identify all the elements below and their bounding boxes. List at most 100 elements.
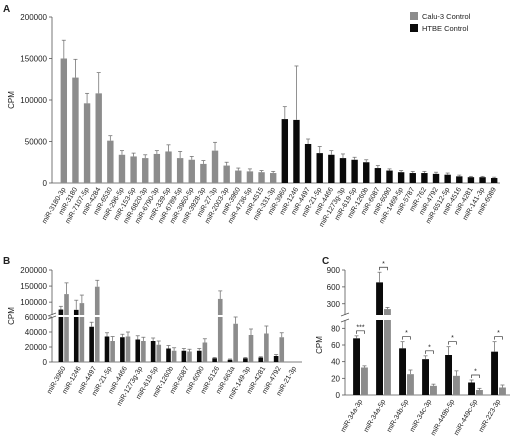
bar-c	[361, 367, 368, 395]
bar-b	[202, 342, 208, 362]
bar-b	[125, 336, 131, 362]
bar-a	[72, 77, 79, 183]
axis-break-b	[47, 315, 57, 320]
bar-b	[217, 317, 223, 362]
bar-a	[444, 174, 451, 183]
bar-a	[153, 153, 161, 183]
significance-bracket	[494, 336, 503, 340]
bar-b	[89, 326, 94, 362]
significance-label: ***	[356, 324, 364, 331]
significance-label: *	[497, 330, 500, 337]
significance-label: *	[474, 369, 477, 376]
bar-a	[304, 143, 312, 183]
bar-c	[499, 387, 506, 395]
y-tick-label-b: 200000	[20, 266, 47, 275]
x-tick-label-c: miR-34c-3p	[409, 398, 433, 433]
bar-b	[187, 351, 192, 362]
bar-b	[258, 357, 264, 362]
bar-b	[212, 358, 217, 362]
bar-b-upper	[58, 309, 64, 315]
y-axis-title-b: CPM	[7, 307, 16, 325]
bar-b	[73, 317, 79, 362]
significance-label: *	[405, 330, 408, 337]
x-tick-label-c: miR-449b-5p	[430, 398, 456, 437]
bar-c	[453, 375, 460, 395]
bar-a	[130, 156, 137, 183]
y-tick-label-c: 900	[327, 266, 341, 275]
x-tick-label-c: miR-449c-5p	[453, 398, 479, 436]
bar-a	[188, 159, 195, 183]
bar-b-upper	[73, 309, 79, 315]
bar-c	[399, 348, 406, 395]
legend-entry-a: HTBE Control	[422, 24, 469, 33]
axis-break-c	[340, 312, 350, 317]
bar-a	[386, 170, 393, 183]
bar-a	[165, 151, 172, 183]
y-axis-title-a: CPM	[7, 91, 16, 109]
bar-b	[58, 317, 64, 362]
y-tick-label-a: 150000	[20, 55, 47, 64]
bar-c	[445, 355, 452, 395]
bar-a	[409, 173, 416, 183]
bar-b	[273, 356, 279, 362]
bar-a	[316, 153, 323, 183]
bar-a	[421, 173, 428, 183]
bar-b	[264, 333, 269, 362]
bar-a	[328, 154, 335, 183]
significance-label: *	[428, 344, 431, 351]
bar-a	[223, 165, 230, 183]
y-tick-label-c: 300	[327, 300, 341, 309]
bar-b	[141, 341, 146, 362]
significance-label: *	[451, 335, 454, 342]
y-axis-title-c: CPM	[315, 336, 324, 354]
bar-c	[376, 320, 383, 395]
bar-c-upper	[384, 309, 391, 315]
bar-a	[432, 173, 440, 183]
bar-b	[110, 341, 115, 362]
y-tick-label-c: 600	[327, 283, 341, 292]
chart-b: 0200004000060000100000150000200000CPMmiR…	[7, 266, 302, 407]
bar-b	[64, 317, 69, 362]
axis-break-c	[340, 318, 350, 323]
bar-a	[269, 173, 277, 183]
bar-a	[456, 176, 463, 183]
bar-c-upper	[376, 282, 383, 315]
x-tick-label-c: miR-34a-3p	[340, 398, 364, 433]
bar-a	[363, 162, 370, 183]
significance-bracket	[356, 330, 365, 334]
bar-c	[353, 338, 360, 395]
bar-b-upper	[79, 303, 85, 315]
bar-a	[235, 170, 242, 183]
y-tick-label-b: 60000	[25, 313, 48, 322]
y-tick-label-b: 40000	[25, 328, 48, 337]
bar-a	[293, 119, 300, 183]
x-tick-label-c: miR-34b-5p	[386, 398, 410, 433]
bar-a	[176, 158, 184, 183]
legend-swatch-a	[410, 12, 418, 20]
y-tick-label-b: 100000	[20, 298, 47, 307]
y-tick-label-a: 100000	[20, 96, 47, 105]
bar-a	[142, 158, 149, 183]
bar-a	[490, 178, 498, 183]
bar-a	[95, 93, 102, 183]
y-tick-label-c: 0	[336, 391, 341, 400]
y-tick-label-c: 40	[331, 358, 340, 367]
bar-c	[468, 382, 475, 395]
bar-a	[107, 140, 114, 183]
significance-label: *	[382, 261, 385, 268]
bar-b	[171, 350, 177, 362]
y-tick-label-c: 20	[331, 374, 340, 383]
bar-a	[467, 177, 475, 183]
bar-a	[339, 158, 347, 183]
bar-c	[491, 351, 498, 395]
bar-a	[281, 119, 289, 183]
bar-b	[104, 336, 110, 362]
bar-c	[384, 320, 391, 395]
x-tick-label-c: miR-223-3p	[478, 398, 502, 433]
bar-c	[407, 374, 414, 395]
bar-a	[246, 171, 254, 183]
significance-bracket	[448, 341, 457, 345]
bar-b-upper	[217, 298, 223, 315]
bar-b	[243, 358, 248, 362]
significance-bracket	[379, 266, 388, 271]
